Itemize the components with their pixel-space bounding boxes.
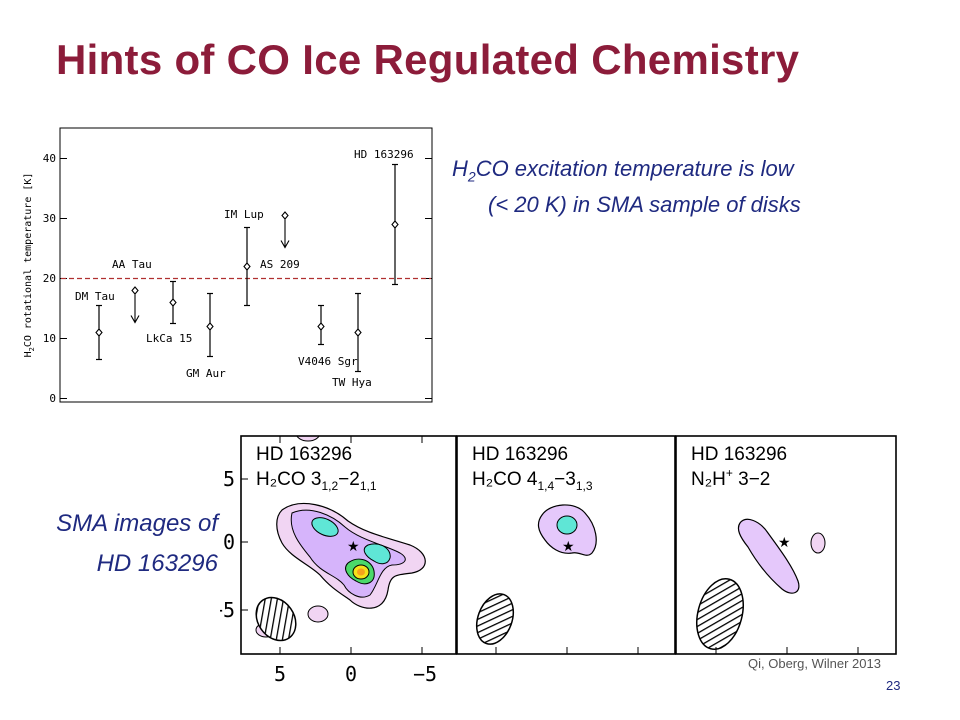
label-gm-aur: GM Aur (186, 367, 226, 380)
data-point (281, 211, 289, 220)
star-marker-icon: ★ (562, 538, 575, 554)
beam-ellipse (696, 578, 744, 650)
sma-caption-line2: HD 163296 (96, 550, 218, 577)
emission-peak-1 (311, 517, 339, 537)
map-ticks (241, 436, 859, 654)
emission-blob (810, 532, 826, 554)
temperature-chart: H2CO rotational temperature [K] 0 10 20 … (23, 127, 433, 405)
excitation-note-line1: H2CO excitation temperature is low (452, 156, 794, 184)
emission-peak-5 (357, 568, 365, 576)
map-frame-1 (240, 435, 457, 655)
excitation-note-line2: (< 20 K) in SMA sample of disks (488, 192, 801, 217)
map1-species: H₂CO 31,2−21,1 (256, 469, 377, 493)
map-panel-2: ★ (475, 504, 597, 645)
sma-caption-line1: SMA images of (56, 510, 218, 537)
chart-frame (59, 127, 433, 403)
map-y-tick-label: 0 (223, 530, 235, 554)
beam-ellipse (255, 596, 297, 642)
label-im-lup: IM Lup (224, 208, 264, 221)
emission-blob (296, 436, 320, 442)
data-point (95, 328, 103, 337)
data-point (169, 298, 177, 307)
note-h: H (452, 156, 468, 181)
map-y-tick-label: 5 (223, 467, 235, 491)
map-frame-3 (675, 435, 897, 655)
citation: Qi, Oberg, Wilner 2013 (748, 656, 881, 671)
upper-limit-arrowhead (280, 240, 290, 249)
map2-title: HD 163296 (472, 444, 568, 465)
label-hd163296: HD 163296 (354, 148, 414, 161)
map3-species: N₂H+ 3−2 (691, 466, 770, 490)
upper-limit-arrowhead (130, 315, 140, 324)
data-point (131, 286, 139, 295)
star-marker-icon: ★ (778, 534, 791, 550)
sma-channel-maps: ★ HD 163296 H₂CO 31,2−21,1 ★ HD 163296 H… (220, 435, 897, 686)
emission-peak-1 (556, 515, 578, 535)
map-y-tick-label: −5 (220, 598, 235, 622)
data-point (243, 262, 251, 271)
y-tick-label: 0 (49, 392, 56, 405)
map1-title: HD 163296 (256, 444, 352, 465)
map-panel-1: ★ (255, 436, 426, 642)
map2-species: H₂CO 41,4−31,3 (472, 469, 593, 493)
label-tw-hya: TW Hya (332, 376, 372, 389)
map-x-tick-label: 5 (274, 662, 286, 686)
data-point (391, 220, 399, 229)
y-tick-label: 30 (43, 212, 56, 225)
page-number: 23 (886, 678, 901, 693)
y-tick-label: 20 (43, 272, 56, 285)
label-lkca15: LkCa 15 (146, 332, 192, 345)
label-dm-tau: DM Tau (75, 290, 115, 303)
y-tick-label: 10 (43, 332, 56, 345)
label-v4046: V4046 Sgr (298, 355, 358, 368)
map-x-tick-label: 0 (345, 662, 357, 686)
map3-title: HD 163296 (691, 444, 787, 465)
note-sub: 2 (467, 168, 476, 185)
map-frame-2 (456, 435, 676, 655)
data-point (354, 328, 362, 337)
emission-contour-outer (737, 518, 800, 594)
beam-ellipse (475, 593, 515, 645)
y-tick-label: 40 (43, 152, 56, 165)
map-x-tick-label: −5 (413, 662, 437, 686)
data-point (206, 322, 214, 331)
y-axis-label: H2CO rotational temperature [K] (23, 173, 36, 358)
note-rest: CO excitation temperature is low (475, 156, 794, 181)
emission-blob (307, 605, 329, 623)
star-marker-icon: ★ (347, 538, 360, 554)
emission-peak-2 (363, 543, 391, 565)
label-aa-tau: AA Tau (112, 258, 152, 271)
data-point (317, 322, 325, 331)
slide-title: Hints of CO Ice Regulated Chemistry (56, 36, 800, 83)
svg-text:H2CO rotational temperature [K: H2CO rotational temperature [K] (23, 173, 36, 358)
map-panel-3: ★ (696, 518, 826, 650)
label-as209: AS 209 (260, 258, 300, 271)
